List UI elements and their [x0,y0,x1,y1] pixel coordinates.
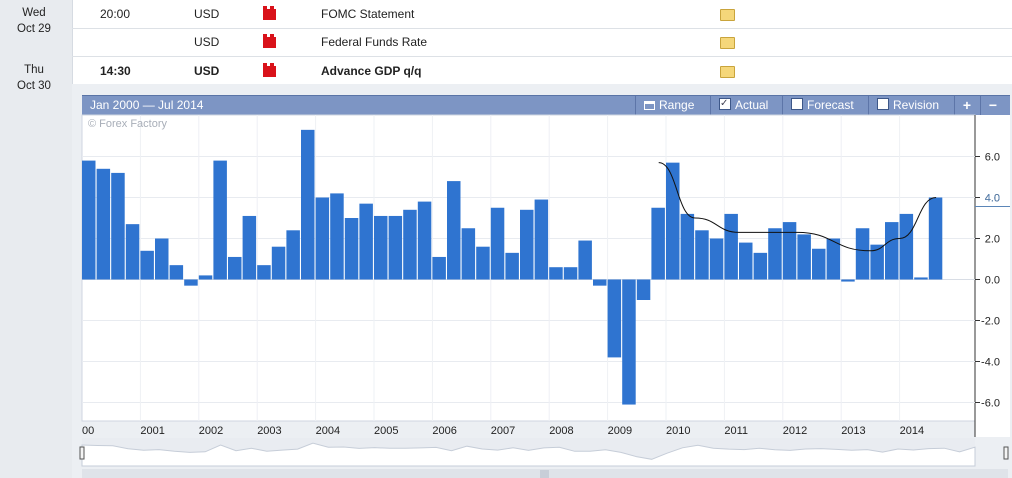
date-range-text: Jan 2000 — Jul 2014 [90,98,204,112]
event-currency: USD [194,35,220,49]
high-impact-icon [263,63,276,77]
actual-toggle[interactable]: Actual [719,96,769,113]
revision-checkbox[interactable] [877,98,889,110]
range-button[interactable]: Range [644,98,694,113]
zoom-in-button[interactable]: + [962,97,972,113]
calendar-row[interactable]: USD Federal Funds Rate [72,28,1012,57]
chart-toolbar: Jan 2000 — Jul 2014 Range Actual Forecas… [82,95,1010,116]
event-title[interactable]: Federal Funds Rate [321,35,428,49]
forecast-label: Forecast [807,98,854,112]
date-label: Oct 29 [17,23,51,35]
event-time: 20:00 [100,7,131,21]
actual-label: Actual [735,98,769,112]
folder-icon[interactable] [720,37,735,49]
high-impact-icon [263,6,276,20]
calendar-row[interactable]: 20:00 USD FOMC Statement [72,0,1012,29]
actual-checkbox[interactable] [719,96,731,111]
revision-toggle[interactable]: Revision [877,98,939,113]
folder-icon[interactable] [720,9,735,21]
forecast-checkbox[interactable] [791,98,803,110]
zoom-out-button[interactable]: − [988,97,998,113]
chart-panel [72,84,1012,478]
folder-icon[interactable] [720,66,735,78]
day-column: Wed Oct 29 Thu Oct 30 [0,0,73,478]
revision-label: Revision [893,98,940,112]
day-label: Wed [22,7,46,19]
high-impact-icon [263,34,276,48]
event-currency: USD [194,7,220,21]
event-title[interactable]: FOMC Statement [321,7,415,21]
calendar-row-selected[interactable]: 14:30 USD Advance GDP q/q [72,57,1012,84]
day-label: Thu [24,64,44,76]
event-time: 14:30 [100,64,131,78]
forecast-toggle[interactable]: Forecast [791,98,854,113]
calendar-icon [644,101,655,110]
date-label: Oct 30 [17,80,51,92]
event-currency: USD [194,64,220,78]
event-title[interactable]: Advance GDP q/q [321,64,422,78]
range-button-label: Range [659,98,695,112]
